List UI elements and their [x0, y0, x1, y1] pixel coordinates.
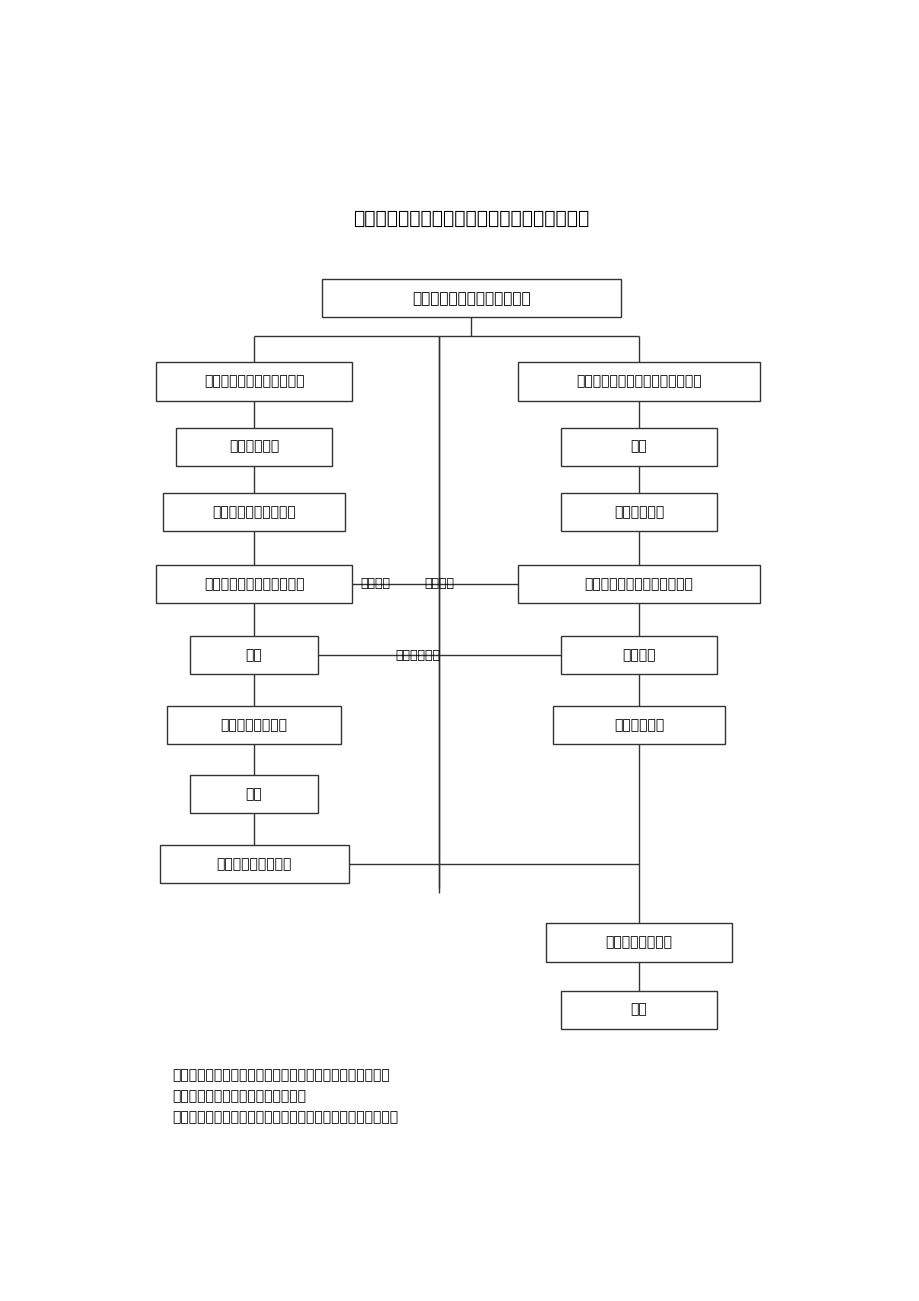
Text: 评卷教师互相复查: 评卷教师互相复查 [221, 718, 288, 732]
Bar [560, 428, 717, 466]
Bar [176, 428, 332, 466]
Bar [156, 565, 352, 602]
Text: 聘任评卷教师: 聘任评卷教师 [229, 440, 278, 454]
Bar [189, 775, 318, 813]
Bar [553, 706, 724, 744]
Text: 办理部门：山西大学继续教育学院各开考自考专业相关学院: 办理部门：山西大学继续教育学院各开考自考专业相关学院 [172, 1068, 390, 1081]
Text: 主管领导：王金满各相关学院负责人: 主管领导：王金满各相关学院负责人 [172, 1089, 306, 1103]
Bar [560, 493, 717, 531]
Text: 核分: 核分 [245, 787, 262, 801]
Bar [159, 846, 348, 883]
Text: 学院成立评卷工作领导机构: 学院成立评卷工作领导机构 [204, 375, 304, 389]
Bar [546, 924, 731, 961]
Text: 承办人：郑立功各相关学院主管自考工作副主任保密组评卷组: 承办人：郑立功各相关学院主管自考工作副主任保密组评卷组 [172, 1110, 398, 1124]
Bar [189, 636, 318, 674]
Text: 组织试评并确定评分补充细则: 组织试评并确定评分补充细则 [584, 576, 693, 591]
Bar [166, 706, 341, 744]
Bar [322, 280, 620, 317]
Text: 评卷: 评卷 [245, 648, 262, 662]
Text: 检查评卷情况: 检查评卷情况 [395, 648, 439, 661]
Text: 召开评卷动员暨培训会: 召开评卷动员暨培训会 [212, 505, 296, 519]
Text: 试卷保管工作人员检查布置保管室: 试卷保管工作人员检查布置保管室 [575, 375, 701, 389]
Bar [560, 636, 717, 674]
Text: 学校评卷工作领导组布置工作: 学校评卷工作领导组布置工作 [412, 291, 530, 306]
Text: 试评卷，制定评分补充细则: 试评卷，制定评分补充细则 [204, 576, 304, 591]
Text: 装卷: 装卷 [630, 1003, 647, 1016]
Text: 接卷: 接卷 [630, 440, 647, 454]
Bar [517, 565, 759, 602]
Bar [517, 363, 759, 401]
Text: 抽查试卷质量: 抽查试卷质量 [613, 718, 664, 732]
Text: 山西大学高等教育自学考试评卷工作业务流程图: 山西大学高等教育自学考试评卷工作业务流程图 [353, 208, 589, 228]
Bar [560, 990, 717, 1029]
Text: 检查安全: 检查安全 [360, 578, 390, 591]
Bar [156, 363, 352, 401]
Text: 打印试卷编号: 打印试卷编号 [613, 505, 664, 519]
Bar [163, 493, 345, 531]
Text: 学校评卷质量复查: 学校评卷质量复查 [605, 935, 672, 950]
Text: 组织评卷: 组织评卷 [621, 648, 655, 662]
Text: 学科复查组复查试卷: 学科复查组复查试卷 [216, 857, 291, 872]
Text: 保密情况: 保密情况 [424, 578, 454, 591]
